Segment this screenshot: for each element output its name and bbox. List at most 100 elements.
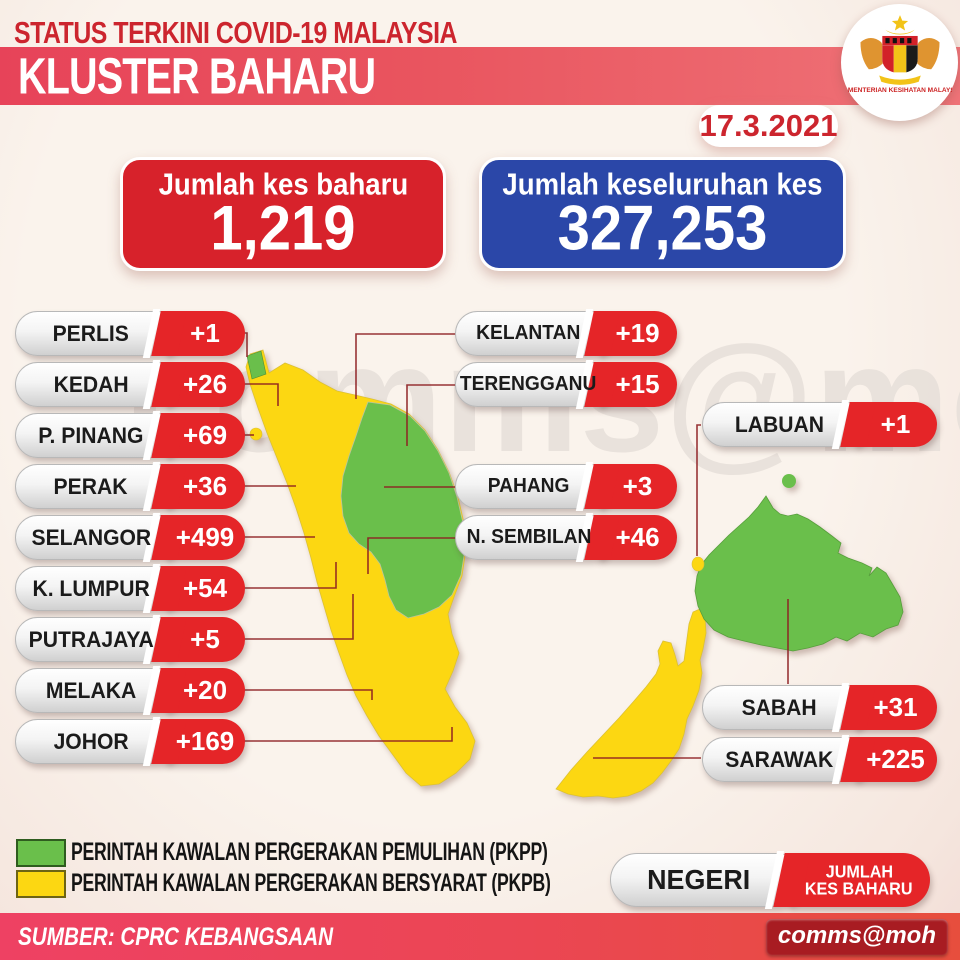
state-name-label: PERAK	[54, 473, 128, 499]
pkpp-legend-label: PERINTAH KAWALAN PERGERAKAN PEMULIHAN (P…	[71, 838, 548, 866]
state-cases-badge: +46	[598, 515, 677, 560]
state-name-label: K. LUMPUR	[32, 575, 150, 601]
state-cases-value: +31	[873, 692, 918, 722]
state-cases-badge: +225	[854, 737, 937, 782]
state-pill-klumpur: K. LUMPUR +54	[15, 566, 245, 611]
key-value-line2: KES BAHARU	[805, 878, 913, 899]
total-cases-value: 327,253	[557, 193, 768, 264]
state-cases-value: +15	[615, 369, 660, 399]
leader-melaka	[244, 689, 373, 700]
state-name-label: PUTRAJAYA	[28, 626, 154, 652]
state-cases-badge: +1	[165, 311, 245, 356]
key-value-line1: JUMLAH	[825, 861, 893, 882]
legend-row-pkpp: PERINTAH KAWALAN PERGERAKAN PEMULIHAN (P…	[16, 838, 638, 868]
page-title: KLUSTER BAHARU	[18, 47, 376, 105]
state-name-label: LABUAN	[734, 411, 824, 437]
state-pill-perak: PERAK +36	[15, 464, 245, 509]
state-cases-badge: +1	[854, 402, 937, 447]
pkpp-green-swatch	[16, 839, 66, 867]
state-cases-value: +1	[190, 318, 220, 348]
state-name-label: KEDAH	[53, 371, 129, 397]
state-pill-selangor: SELANGOR +499	[15, 515, 245, 560]
state-name-label: PERLIS	[52, 320, 130, 346]
state-pill-ppinang: P. PINANG +69	[15, 413, 245, 458]
state-pill-johor: JOHOR +169	[15, 719, 245, 764]
state-cases-badge: +54	[165, 566, 245, 611]
state-pill-kelantan: KELANTAN +19	[455, 311, 677, 356]
leader-nsembilan	[367, 537, 456, 574]
moh-coat-of-arms-icon: KEMENTERIAN KESIHATAN MALAYSIA	[848, 14, 952, 94]
state-pill-sabah: SABAH +31	[702, 685, 937, 730]
state-name-label: KELANTAN	[476, 322, 581, 344]
credit-badge: comms@moh	[765, 918, 948, 955]
tiger-left-icon	[859, 37, 884, 69]
state-cases-badge: +69	[165, 413, 245, 458]
logo-caption: KEMENTERIAN KESIHATAN MALAYSIA	[848, 87, 952, 94]
state-cases-badge: +499	[165, 515, 245, 560]
state-name-label: PAHANG	[487, 475, 570, 497]
labuan-island-shape	[691, 556, 705, 572]
state-cases-badge: +20	[165, 668, 245, 713]
state-cases-badge: +169	[165, 719, 245, 764]
state-name-label: SELANGOR	[31, 524, 151, 550]
shield-icon	[881, 35, 918, 73]
state-cases-badge: +15	[598, 362, 677, 407]
state-pill-melaka: MELAKA +20	[15, 668, 245, 713]
tiger-right-icon	[915, 37, 940, 69]
pkpb-yellow-swatch	[16, 870, 66, 898]
state-pill-nsembilan: N. SEMBILAN +46	[455, 515, 677, 560]
source-text: SUMBER: CPRC KEBANGSAAN	[18, 921, 334, 951]
state-pill-kedah: KEDAH +26	[15, 362, 245, 407]
state-name-label: MELAKA	[45, 677, 137, 703]
key-value-badge: JUMLAH KES BAHARU	[788, 853, 930, 907]
state-cases-value: +3	[622, 471, 653, 501]
date-badge: 17.3.2021	[699, 105, 838, 147]
state-pill-pahang: PAHANG +3	[455, 464, 677, 509]
state-cases-value: +26	[182, 369, 228, 399]
state-pill-sarawak: SARAWAK +225	[702, 737, 937, 782]
state-sabah-shape	[694, 495, 904, 652]
new-cases-value: 1,219	[210, 193, 356, 264]
state-pill-perlis: PERLIS +1	[15, 311, 245, 356]
state-name-label: TERENGGANU	[460, 373, 597, 395]
page-kicker: STATUS TERKINI COVID-19 MALAYSIA	[14, 16, 458, 50]
legend-row-pkpb: PERINTAH KAWALAN PERGERAKAN BERSYARAT (P…	[16, 869, 642, 899]
new-cases-statbox: Jumlah kes baharu 1,219	[120, 157, 446, 271]
total-cases-label: Jumlah keseluruhan kes	[502, 167, 823, 202]
state-pill-putrajaya: PUTRAJAYA +5	[15, 617, 245, 662]
state-name-label: JOHOR	[53, 728, 129, 754]
state-cases-badge: +36	[165, 464, 245, 509]
state-name-label: SARAWAK	[725, 746, 833, 772]
state-sarawak-shape	[555, 608, 707, 799]
state-cases-badge: +26	[165, 362, 245, 407]
state-cases-value: +5	[190, 624, 220, 654]
state-cases-value: +36	[182, 471, 228, 501]
state-cases-value: +169	[175, 726, 235, 756]
state-cases-value: +225	[866, 744, 925, 774]
map-key-pill: NEGERI JUMLAH KES BAHARU	[610, 853, 930, 907]
state-cases-value: +499	[175, 522, 235, 552]
state-pill-terengganu: TERENGGANU +15	[455, 362, 677, 407]
state-name-label: P. PINANG	[38, 422, 144, 448]
state-cases-badge: +5	[165, 617, 245, 662]
leader-johor	[244, 727, 453, 742]
pkpb-legend-label: PERINTAH KAWALAN PERGERAKAN BERSYARAT (P…	[71, 869, 551, 897]
state-cases-badge: +19	[598, 311, 677, 356]
state-cases-value: +20	[182, 675, 228, 705]
total-cases-statbox: Jumlah keseluruhan kes 327,253	[479, 157, 846, 271]
state-cases-value: +1	[880, 409, 911, 439]
state-cases-value: +69	[182, 420, 228, 450]
key-state-label: NEGERI	[647, 864, 751, 895]
state-cases-value: +19	[615, 318, 660, 348]
state-cases-badge: +3	[598, 464, 677, 509]
state-cases-value: +54	[182, 573, 228, 603]
leader-putrajaya	[244, 594, 354, 640]
state-name-label: N. SEMBILAN	[466, 526, 591, 548]
footer-bar: SUMBER: CPRC KEBANGSAAN comms@moh	[0, 913, 960, 960]
leader-klumpur	[244, 562, 337, 589]
state-pill-labuan: LABUAN +1	[702, 402, 937, 447]
state-cases-badge: +31	[854, 685, 937, 730]
new-cases-label: Jumlah kes baharu	[158, 167, 408, 202]
state-name-label: SABAH	[741, 694, 817, 720]
moh-logo: KEMENTERIAN KESIHATAN MALAYSIA	[841, 4, 958, 121]
